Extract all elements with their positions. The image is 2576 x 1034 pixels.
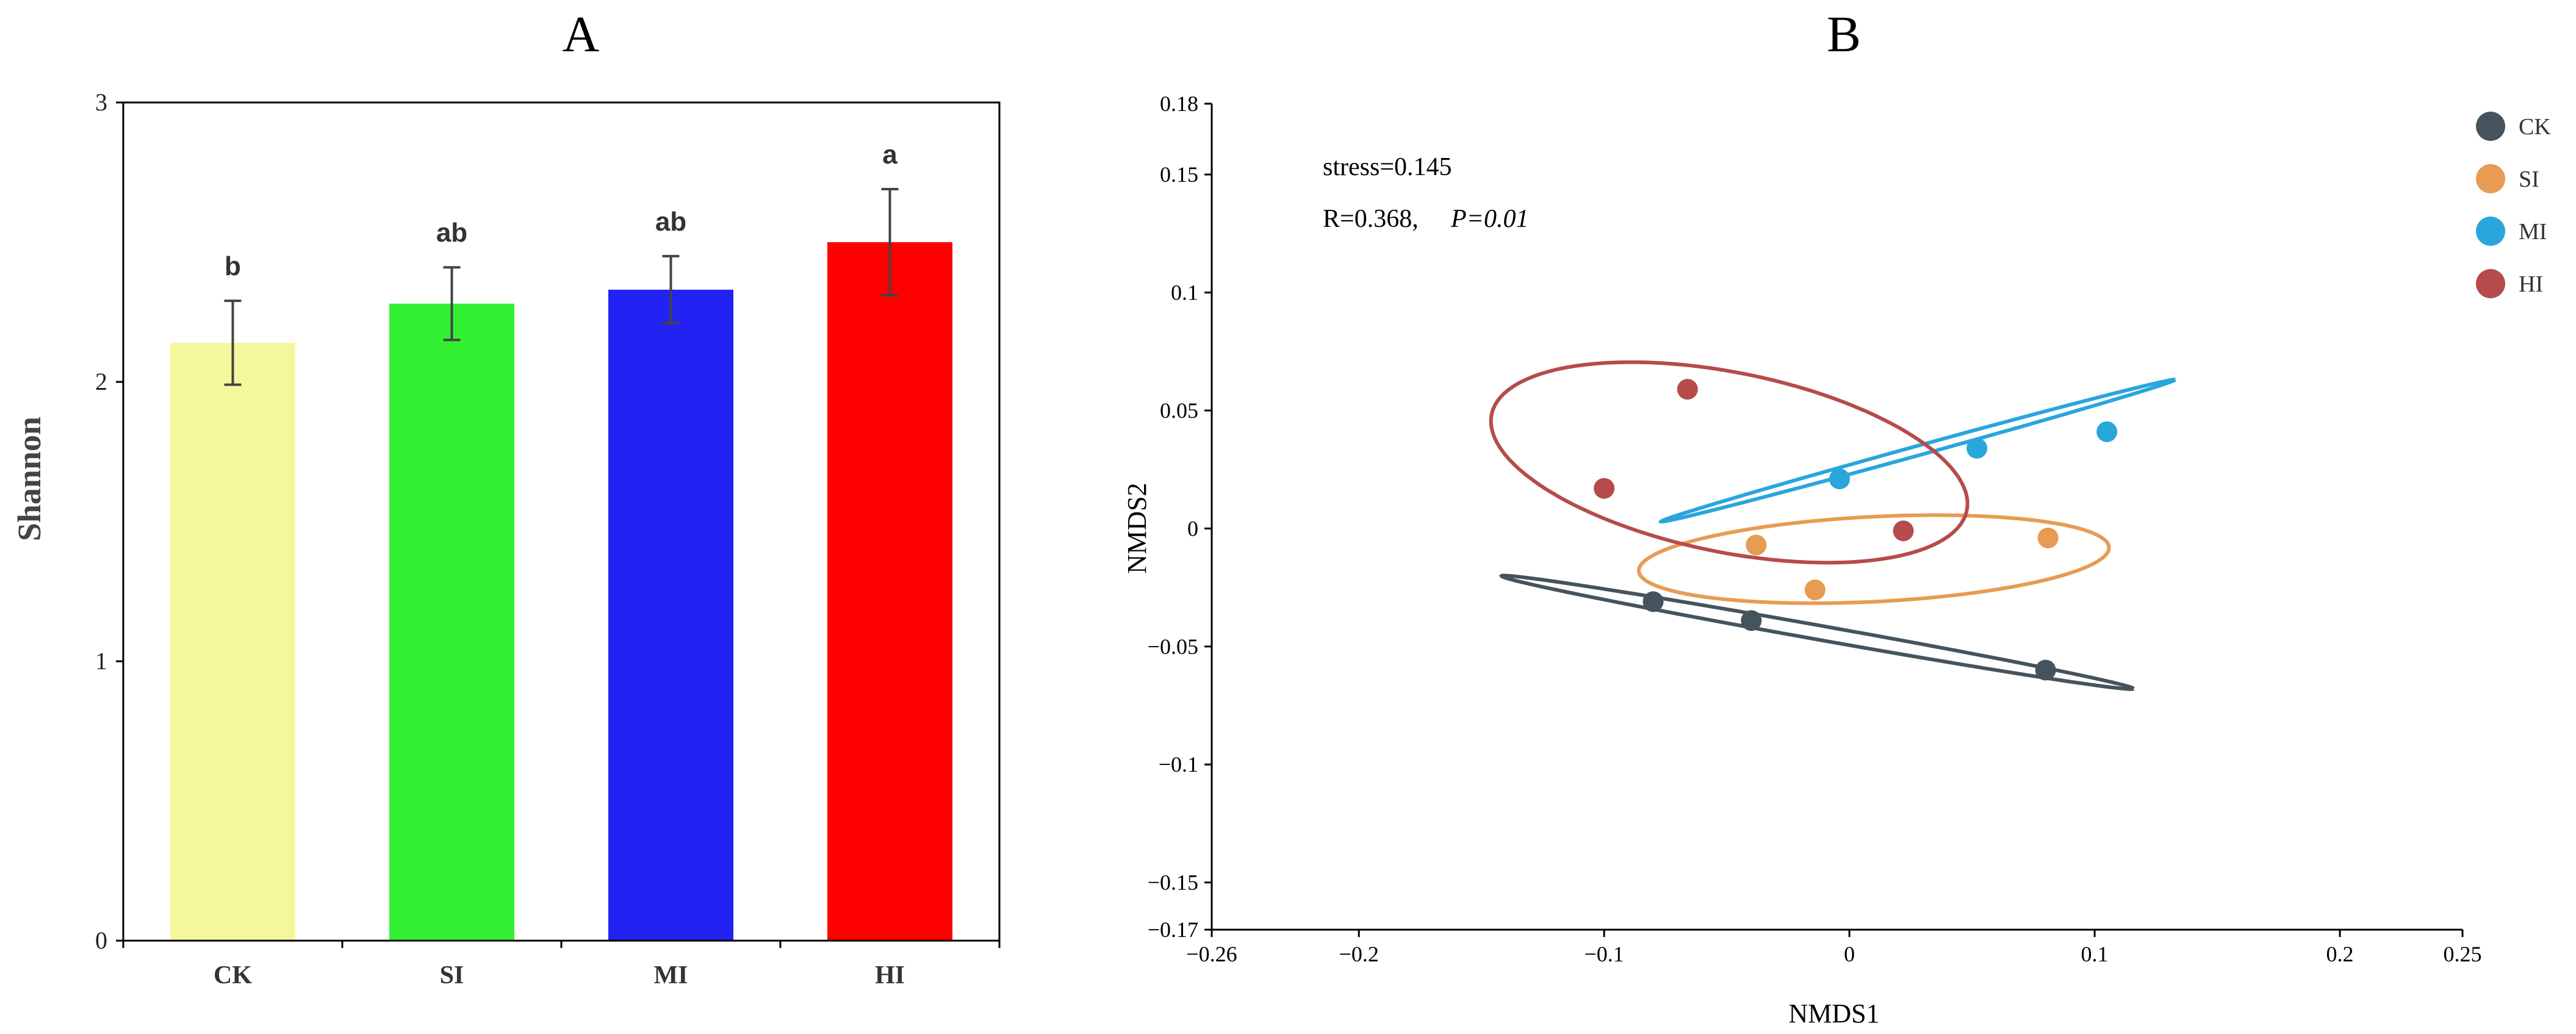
ellipse-si — [1636, 513, 2111, 605]
significance-letter-mi: ab — [655, 207, 686, 237]
y-tick-label: 1 — [95, 647, 107, 675]
x-tick-label: 0 — [1844, 942, 1855, 966]
panel-a-title: A — [563, 6, 600, 63]
panel-b-legend: CK SI MI HI — [2476, 112, 2551, 298]
y-tick-label: −0.15 — [1148, 871, 1198, 895]
legend-label-mi: MI — [2519, 219, 2547, 245]
panel-a-plot-frame — [122, 101, 1001, 942]
ellipse-ck — [1498, 573, 2135, 691]
point-ck — [1642, 591, 1664, 612]
panel-b-ellipses — [1489, 360, 2177, 691]
legend-marker-ck — [2476, 112, 2505, 141]
panel-a-y-ticks: 0 1 2 3 — [95, 88, 123, 954]
bar-si — [389, 303, 514, 941]
p-value-annotation: P=0.01 — [1450, 205, 1529, 233]
panel-b-title: B — [1827, 6, 1861, 63]
panel-a-bar-chart: A Shannon 0 1 2 3 b ab ab a CK SI MI HI — [11, 6, 1001, 989]
legend-label-si: SI — [2519, 167, 2539, 192]
point-si — [1804, 579, 1826, 600]
y-tick-label: 0 — [95, 927, 107, 954]
y-tick-label: −0.05 — [1148, 634, 1198, 659]
panel-b-y-axis-label: NMDS2 — [1122, 483, 1152, 573]
y-tick-label: 0.05 — [1160, 398, 1198, 423]
error-bar-si — [443, 266, 461, 342]
x-tick-label: CK — [214, 961, 252, 989]
x-tick-label: 0.25 — [2444, 942, 2482, 966]
significance-letter-ck: b — [225, 251, 241, 281]
ellipse-mi — [1658, 378, 2177, 524]
y-tick-label: 0.18 — [1160, 92, 1198, 116]
point-ck — [1741, 610, 1762, 631]
ellipse-hi — [1489, 360, 1970, 565]
panel-b-nmds-plot: B NMDS1 NMDS2 −0.26 −0.2 −0.1 0 0.1 0.2 0.25 0.… — [1122, 6, 2551, 1029]
legend-marker-mi — [2476, 217, 2505, 246]
point-ck — [2035, 659, 2056, 681]
y-tick-label: −0.1 — [1159, 752, 1198, 777]
legend-label-ck: CK — [2519, 114, 2551, 140]
bar-mi — [608, 289, 733, 941]
error-bar-hi — [881, 187, 899, 297]
significance-letter-si: ab — [436, 218, 467, 248]
legend-label-hi: HI — [2519, 271, 2543, 297]
panel-a-bars: b ab ab a — [170, 140, 952, 941]
error-bar-ck — [224, 300, 242, 386]
panel-b-x-axis-label: NMDS1 — [1788, 999, 1879, 1029]
x-tick-label: MI — [654, 961, 688, 989]
bar-hi — [827, 242, 952, 941]
point-hi — [1677, 379, 1698, 400]
point-si — [1746, 534, 1767, 556]
legend-marker-si — [2476, 164, 2505, 193]
point-mi — [1966, 437, 1988, 459]
r-value-annotation: R=0.368, — [1323, 205, 1419, 233]
x-tick-label: −0.1 — [1584, 942, 1624, 966]
point-si — [2037, 527, 2059, 548]
point-mi — [2096, 421, 2118, 442]
x-tick-label: 0.1 — [2081, 942, 2109, 966]
panel-a-y-axis-label: Shannon — [11, 417, 48, 541]
legend-marker-hi — [2476, 269, 2505, 298]
panel-a-x-ticks: CK SI MI HI — [122, 941, 1001, 989]
x-tick-label: −0.2 — [1339, 942, 1379, 966]
point-hi — [1594, 478, 1615, 499]
panel-b-points — [1594, 379, 2118, 681]
stress-annotation: stress=0.145 — [1323, 153, 1452, 181]
y-tick-label: 0 — [1187, 516, 1198, 540]
y-tick-label: 0.15 — [1160, 162, 1198, 187]
point-mi — [1829, 469, 1851, 490]
panel-b-axes: −0.26 −0.2 −0.1 0 0.1 0.2 0.25 0.18 0.15 0.1 0.05 0… — [1148, 92, 2482, 966]
x-tick-label: SI — [440, 961, 464, 989]
y-tick-label: 3 — [95, 88, 107, 116]
bar-ck — [170, 342, 295, 941]
y-tick-label: 2 — [95, 368, 107, 395]
point-hi — [1893, 520, 1914, 542]
x-tick-label: 0.2 — [2326, 942, 2354, 966]
significance-letter-hi: a — [882, 140, 898, 170]
x-tick-label: −0.26 — [1186, 942, 1237, 966]
y-tick-label: −0.17 — [1148, 917, 1198, 942]
y-tick-label: 0.1 — [1171, 280, 1198, 304]
x-tick-label: HI — [875, 961, 905, 989]
error-bar-mi — [662, 254, 680, 325]
